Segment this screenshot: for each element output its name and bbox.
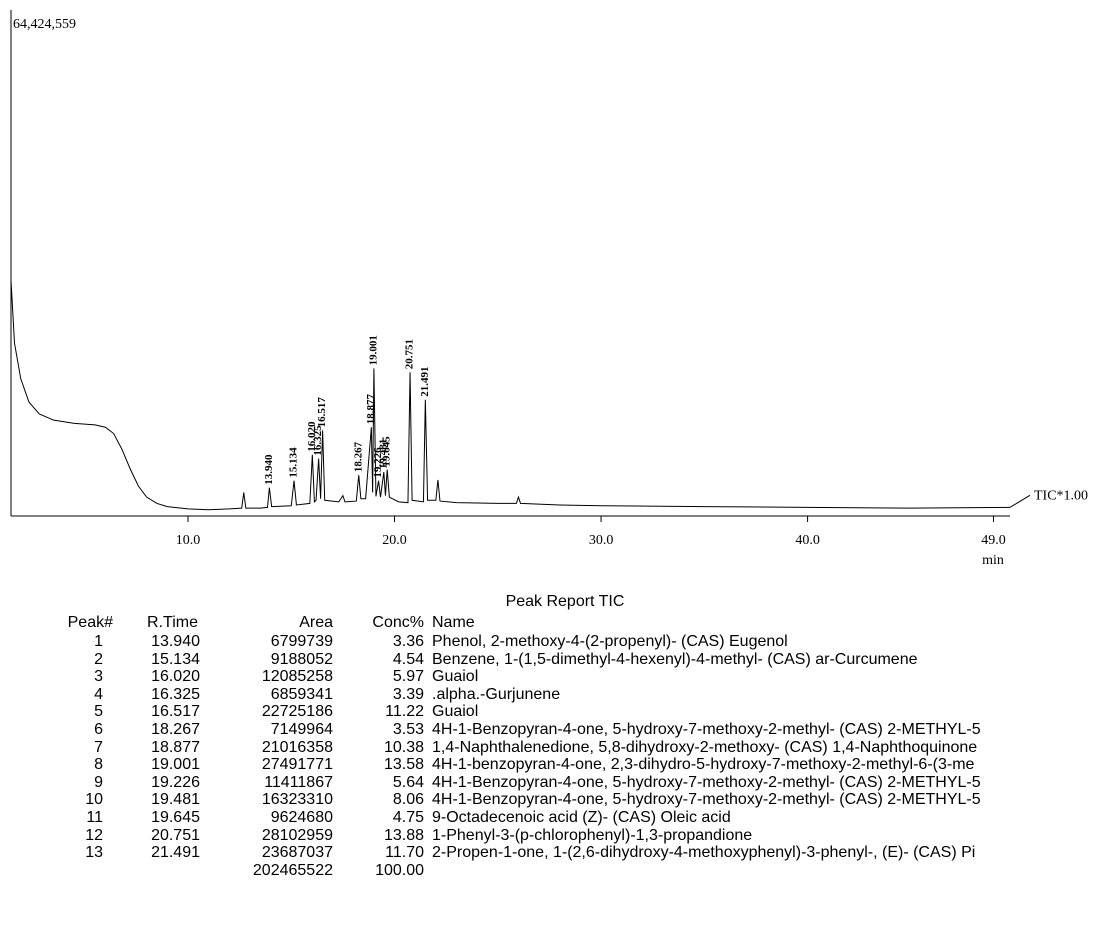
table-cell: 13.940 (151, 633, 200, 650)
table-cell: 13 (85, 844, 103, 862)
column-header: Peak# (67, 614, 113, 631)
y-tick-label: 64,424,559 (13, 17, 76, 32)
table-cell: 16323310 (261, 791, 333, 809)
compound-name: 4H-1-Benzopyran-4-one, 5-hydroxy-7-metho… (432, 721, 981, 738)
table-cell: 19.481 (151, 791, 200, 809)
compound-name: 4H-1-Benzopyran-4-one, 5-hydroxy-7-metho… (432, 773, 981, 791)
table-cell: 3.53 (392, 721, 424, 738)
table-cell: 5.97 (392, 668, 424, 686)
table-cell: 11 (86, 809, 103, 826)
peak-label: 13.940 (263, 454, 275, 485)
peak-label: 20.751 (404, 339, 416, 369)
table-cell: 16.517 (151, 703, 200, 721)
table-cell: 4.75 (392, 809, 424, 826)
peak-label: 21.491 (419, 367, 431, 397)
table-cell: 20.751 (151, 826, 200, 844)
x-tick-label: 40.0 (795, 533, 820, 548)
table-cell: 10.38 (383, 738, 424, 756)
column-header: Area (299, 614, 333, 631)
table-cell: 19.226 (151, 773, 200, 791)
table-cell: 8.06 (392, 791, 424, 809)
peak-label: 19.001 (367, 335, 379, 365)
table-cell: 6799739 (270, 633, 333, 650)
series-label: TIC*1.00 (1034, 488, 1088, 503)
table-cell: 3 (94, 668, 103, 686)
peak-label: 15.134 (288, 447, 300, 478)
compound-name: Benzene, 1-(1,5-dimethyl-4-hexenyl)-4-me… (432, 650, 918, 668)
table-cell: 12085258 (261, 668, 333, 686)
compound-name: 4H-1-benzopyran-4-one, 2,3-dihydro-5-hyd… (432, 756, 975, 774)
table-cell: 6859341 (270, 685, 333, 703)
peak-label: 19.226 (372, 447, 384, 478)
peak-label: 19.645 (381, 436, 393, 467)
table-cell: 2 (94, 650, 103, 668)
table-cell: 3.39 (392, 685, 424, 703)
table-cell: 27491771 (261, 756, 333, 774)
x-axis-label: min (982, 553, 1004, 568)
peak-label: 16.020 (306, 421, 318, 452)
chromatogram: min 10.0 20.0 30.0 40.0 49.0 64,424,559 TIC*1.… (10, 10, 1088, 568)
compound-name: .alpha.-Gurjunene (432, 685, 561, 703)
x-tick-label: 10.0 (176, 533, 201, 548)
table-cell: 11411867 (264, 773, 333, 791)
table-cell: 16.325 (151, 685, 200, 703)
table-cell: 18.877 (151, 738, 200, 756)
table-cell: 13.88 (383, 826, 424, 844)
table-cell: 5.64 (392, 773, 424, 791)
compound-name: Phenol, 2-methoxy-4-(2-propenyl)- (CAS) … (432, 633, 788, 650)
total-area: 202465522 (252, 861, 333, 879)
column-header: Conc% (372, 614, 424, 631)
compound-name: 9-Octadecenoic acid (Z)- (CAS) Oleic aci… (432, 809, 731, 826)
table-cell: 1 (94, 633, 103, 650)
x-tick-label: 20.0 (382, 533, 407, 548)
x-tick-label: 30.0 (589, 533, 614, 548)
column-header: R.Time (147, 614, 198, 631)
peak-label: 19.481 (377, 439, 389, 469)
table-cell: 4 (94, 685, 103, 703)
table-cell: 16.020 (151, 668, 200, 686)
table-cell: 8 (94, 756, 103, 774)
table-cell: 23687037 (261, 844, 333, 862)
column-header: Name (432, 614, 475, 631)
table-title: Peak Report TIC (505, 593, 625, 610)
compound-name: 1,4-Naphthalenedione, 5,8-dihydroxy-2-me… (432, 738, 978, 756)
table-cell: 19.001 (151, 756, 200, 774)
compound-name: Guaiol (432, 668, 479, 686)
table-cell: 13.58 (383, 756, 424, 774)
total-conc: 100.00 (375, 861, 424, 879)
table-cell: 12 (85, 826, 103, 844)
peak-label: 18.267 (352, 441, 364, 472)
table-cell: 9188052 (270, 650, 333, 668)
table-cell: 10 (85, 791, 103, 809)
compound-name: 2-Propen-1-one, 1-(2,6-dihydroxy-4-metho… (432, 844, 976, 862)
table-cell: 9624680 (270, 809, 333, 826)
table-cell: 7 (94, 738, 103, 756)
peak-label: 16.517 (316, 397, 328, 428)
x-tick-label: 49.0 (981, 533, 1006, 548)
compound-name: 1-Phenyl-3-(p-chlorophenyl)-1,3-propandi… (432, 826, 753, 844)
compound-name: 4H-1-Benzopyran-4-one, 5-hydroxy-7-metho… (432, 791, 981, 809)
table-cell: 3.36 (392, 633, 424, 650)
table-cell: 11.22 (385, 703, 424, 721)
table-cell: 21016358 (261, 738, 333, 756)
table-cell: 5 (94, 703, 103, 721)
peak-label: 18.877 (365, 393, 377, 424)
table-cell: 15.134 (151, 650, 200, 668)
table-cell: 18.267 (151, 721, 200, 738)
table-cell: 9 (94, 773, 103, 791)
series-leader (1009, 494, 1031, 508)
table-cell: 11.70 (385, 844, 424, 862)
table-cell: 7149964 (270, 721, 333, 738)
table-cell: 6 (94, 721, 103, 738)
trace-line (10, 280, 1011, 511)
table-cell: 21.491 (151, 844, 200, 862)
compound-name: Guaiol (432, 703, 479, 721)
table-cell: 4.54 (392, 650, 424, 668)
table-cell: 19.645 (151, 809, 200, 826)
table-cell: 22725186 (261, 703, 333, 721)
table-cell: 28102959 (261, 826, 333, 844)
peak-label: 16.325 (312, 425, 324, 456)
